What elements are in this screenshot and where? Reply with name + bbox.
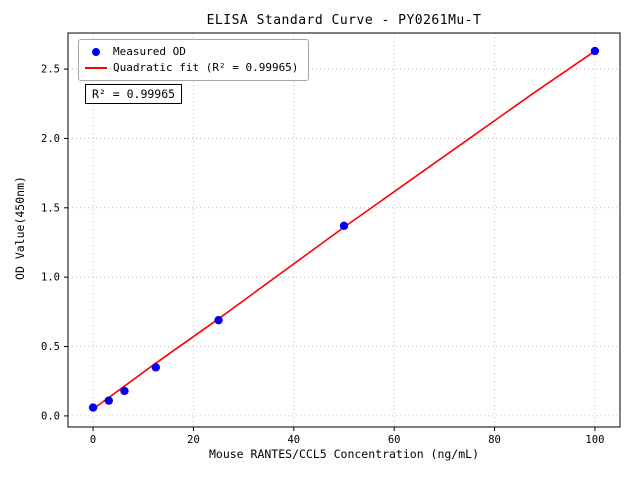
axes-frame <box>67 32 621 428</box>
y-tick-label: 0.0 <box>41 410 60 422</box>
data-point <box>88 403 98 412</box>
y-tick-label: 2.0 <box>41 133 60 145</box>
legend-label-measured-od: Measured OD <box>113 45 186 58</box>
chart-title: ELISA Standard Curve - PY0261Mu-T <box>206 13 482 28</box>
data-point <box>120 386 129 396</box>
y-axis-label: OD Value(450nm) <box>13 176 27 280</box>
grid <box>68 33 620 427</box>
x-tick-label: 20 <box>187 434 200 446</box>
y-tick-label: 2.5 <box>41 64 60 76</box>
legend-label-quadratic-fit: Quadratic fit (R² = 0.99965) <box>113 61 299 74</box>
legend: Measured OD Quadratic fit (R² = 0.99965) <box>78 39 310 81</box>
tick-labels: 0 20 40 60 80 100 0.0 0.5 1.0 1.5 2.0 2.5 <box>41 64 604 446</box>
data-point <box>590 46 600 56</box>
y-tick-label: 1.0 <box>41 272 60 284</box>
data-point <box>214 315 223 325</box>
data-point <box>104 396 113 405</box>
x-tick-label: 40 <box>287 434 300 446</box>
x-tick-label: 100 <box>585 434 604 446</box>
x-tick-label: 80 <box>488 434 501 446</box>
legend-item-measured-od: Measured OD <box>85 44 298 60</box>
series <box>88 46 600 412</box>
data-point <box>339 221 349 231</box>
x-tick-label: 0 <box>90 434 96 446</box>
scatter-marker-icon <box>92 48 100 56</box>
y-tick-label: 0.5 <box>41 341 60 353</box>
data-point <box>151 363 161 372</box>
y-tick-label: 1.5 <box>41 202 60 214</box>
x-axis-label: Mouse RANTES/CCL5 Concentration (ng/mL) <box>208 447 480 461</box>
x-tick-label: 60 <box>388 434 401 446</box>
legend-item-quadratic-fit: Quadratic fit (R² = 0.99965) <box>85 60 298 76</box>
fit-line-icon <box>85 67 107 69</box>
r-squared-annotation: R² = 0.99965 <box>85 84 183 104</box>
